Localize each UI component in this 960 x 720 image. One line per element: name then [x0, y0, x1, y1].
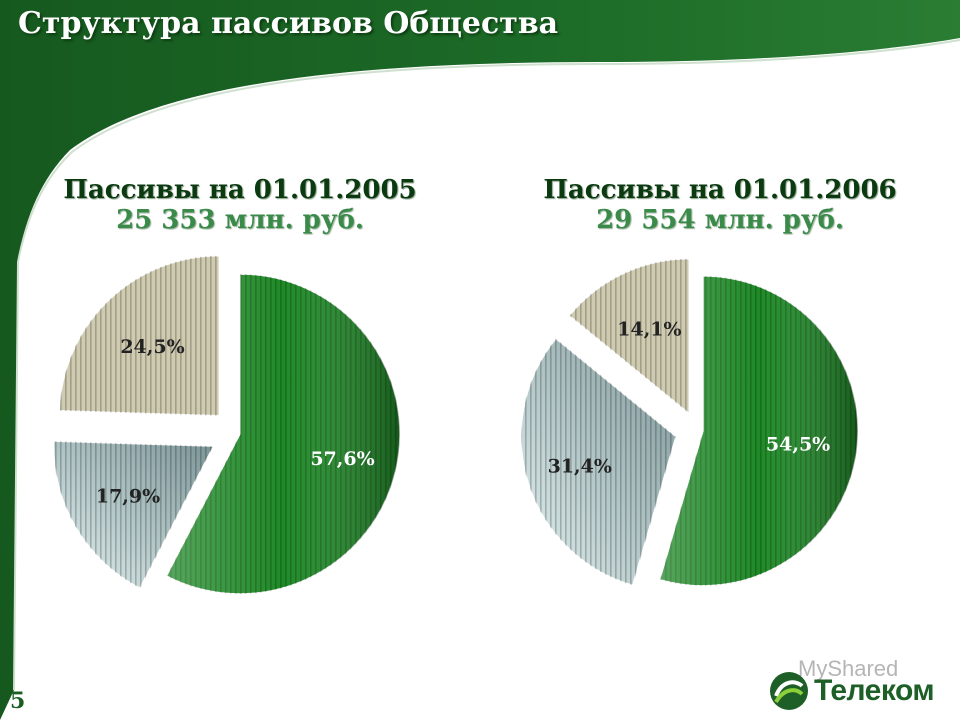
chart-1-title: Пассивы на 01.01.2005 — [63, 175, 417, 205]
page-number: 5 — [10, 688, 26, 714]
pie-2-slice-1-shade — [659, 275, 858, 586]
pie-2-label-2: 31,4% — [548, 455, 612, 477]
company-logo: MyShared Телеком — [768, 656, 950, 714]
logo-brand: Телеком — [814, 674, 935, 707]
pie-chart-2006: 54,5% 31,4% 14,1% — [520, 257, 859, 587]
watermark-text: MyShared — [798, 656, 899, 681]
pie-1-label-2: 17,9% — [96, 485, 160, 507]
chart-1-heading: Пассивы на 01.01.2005 25 353 млн. руб. — [30, 175, 450, 236]
chart-2-title: Пассивы на 01.01.2006 — [543, 175, 897, 205]
slide-title: Структура пассивов Общества — [18, 6, 559, 41]
pie-2-label-3: 14,1% — [617, 319, 681, 341]
pie-1-slice-3-texture — [59, 255, 220, 416]
pie-2-slice-3-texture — [569, 258, 690, 414]
chart-2-subtitle: 29 554 млн. руб. — [596, 204, 844, 235]
pie-1-slice-1-shade — [166, 273, 400, 594]
telecom-logo-icon — [770, 672, 808, 710]
pie-1-slice-2-texture — [53, 441, 214, 589]
pie-1-label-1: 57,6% — [310, 448, 374, 470]
pie-2-slice-2-texture — [520, 338, 676, 586]
chart-1-subtitle: 25 353 млн. руб. — [116, 204, 364, 235]
pie-chart-2005: 57,6% 17,9% 24,5% — [52, 255, 401, 595]
pie-1-label-3: 24,5% — [120, 336, 184, 358]
chart-2-heading: Пассивы на 01.01.2006 29 554 млн. руб. — [510, 175, 930, 236]
pie-2-label-1: 54,5% — [766, 433, 830, 455]
